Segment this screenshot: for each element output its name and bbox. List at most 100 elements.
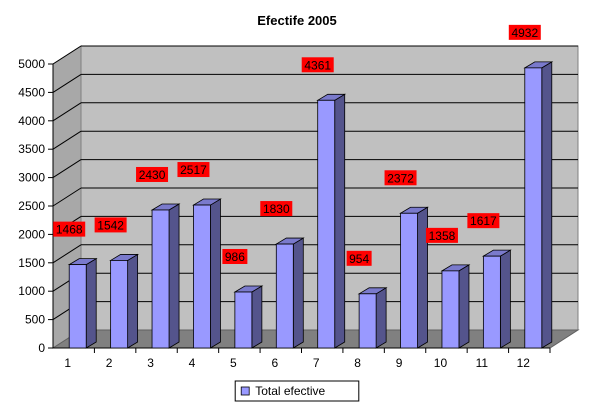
legend-box: Total efective [234, 380, 360, 402]
legend-label: Total efective [255, 384, 325, 398]
bar [150, 203, 181, 349]
bar-front [441, 270, 460, 349]
y-tick-label: 3500 [18, 142, 45, 156]
bar-front [524, 67, 543, 349]
bar-front [193, 204, 211, 349]
data-label: 1617 [467, 213, 500, 229]
data-label: 1542 [94, 217, 127, 233]
legend: Total efective [234, 380, 360, 402]
data-label-bg [94, 217, 127, 233]
x-tick-label: 4 [189, 356, 196, 370]
gridline-side [52, 130, 82, 150]
y-tick-label: 4500 [18, 85, 45, 99]
bar-side [251, 285, 263, 349]
data-label-text: 1358 [429, 229, 456, 243]
bar-front [482, 255, 501, 349]
bar-front [358, 293, 377, 349]
bar-front [234, 291, 253, 349]
bar-side [168, 203, 180, 349]
data-label-bg [301, 57, 334, 73]
y-tick-label: 2000 [18, 227, 45, 241]
y-tick-label: 1500 [18, 256, 45, 270]
bar-front [110, 260, 129, 349]
y-tick-label: 3000 [18, 171, 45, 185]
bar [440, 264, 471, 349]
bar-side [458, 264, 470, 349]
x-tick-label: 6 [271, 356, 278, 370]
bar-front [275, 243, 294, 349]
gridline-side [52, 102, 82, 122]
data-label-text: 2372 [387, 171, 414, 185]
bar-front [317, 99, 336, 349]
bar [192, 198, 222, 349]
bar [67, 257, 98, 349]
bar-side [127, 253, 139, 349]
y-tick-label: 0 [38, 341, 45, 355]
data-label-text: 4932 [511, 26, 538, 40]
data-label: 4932 [508, 24, 541, 40]
bar-side [210, 198, 221, 349]
data-label-text: 954 [349, 252, 369, 266]
data-label: 1358 [425, 227, 458, 243]
data-labels: 1468 1542 2430 2517 986 1830 4361 954 2372 1358 16… [53, 24, 541, 266]
data-label: 954 [346, 250, 372, 266]
gridline-side [52, 244, 82, 264]
data-label-text: 1830 [263, 202, 290, 216]
bar-front [68, 264, 87, 349]
bar [523, 61, 554, 349]
data-label: 2430 [136, 166, 169, 182]
bar-side [292, 237, 304, 349]
data-label-bg [425, 227, 458, 243]
x-tick-label: 9 [396, 356, 403, 370]
data-label-text: 986 [225, 250, 245, 264]
data-label-text: 4361 [304, 58, 331, 72]
data-label-bg [346, 250, 372, 266]
data-label-text: 1542 [97, 218, 124, 232]
x-tick-label: 10 [434, 356, 448, 370]
gridline-side [52, 187, 82, 207]
data-label: 1468 [53, 221, 86, 237]
bar-side [375, 287, 387, 349]
data-label-bg [467, 213, 500, 229]
bar [481, 249, 512, 349]
data-label-bg [384, 170, 417, 186]
data-label-bg [177, 162, 210, 178]
bar-front [400, 212, 418, 349]
bar [274, 237, 305, 349]
data-label-text: 1468 [56, 223, 83, 237]
bar [109, 253, 140, 349]
data-label: 986 [222, 248, 248, 264]
bar [399, 206, 429, 349]
data-label-bg [508, 24, 541, 40]
data-label: 1830 [260, 201, 293, 217]
bar-side [499, 249, 511, 349]
x-tick-label: 11 [476, 356, 489, 370]
gridline-side [52, 159, 82, 179]
x-tick-label: 1 [64, 356, 71, 370]
y-tick-label: 4000 [18, 114, 45, 128]
y-tick-label: 2500 [18, 199, 45, 213]
y-tick-label: 1000 [18, 284, 45, 298]
x-tick-label: 2 [106, 356, 113, 370]
value-axis: 0 500 1000 1500 2000 2500 3000 3500 4000 4500 5000… [18, 57, 551, 370]
x-tick-label: 3 [147, 356, 154, 370]
x-tick-label: 8 [354, 356, 361, 370]
bar-front [151, 209, 170, 349]
chart-title: Efectife 2005 [257, 13, 337, 28]
bar-side [85, 257, 97, 349]
gridline-side [52, 45, 82, 65]
gridline-side [52, 73, 82, 93]
data-label-text: 2517 [180, 163, 207, 177]
bar-series [67, 61, 554, 349]
data-label-bg [136, 166, 169, 182]
bar [233, 285, 264, 349]
y-tick-label: 500 [25, 313, 45, 327]
bar-side [541, 61, 553, 349]
bar-side [334, 93, 346, 349]
x-tick-label: 7 [313, 356, 320, 370]
data-label: 2372 [384, 170, 417, 186]
bar [357, 287, 388, 349]
x-tick-label: 5 [230, 356, 237, 370]
